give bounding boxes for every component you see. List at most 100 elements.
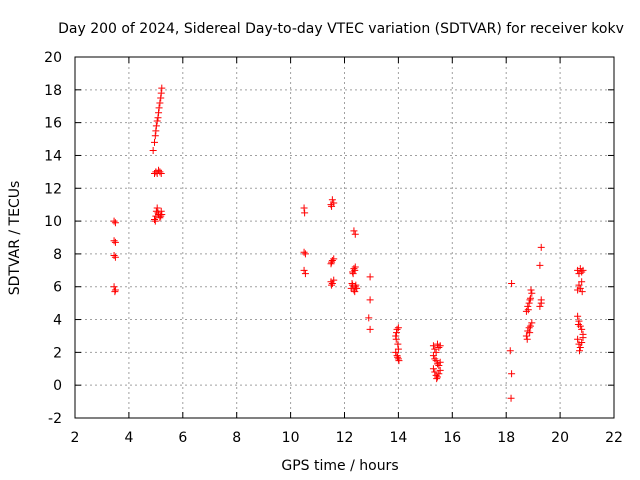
data-point-plus [351,263,359,271]
data-point-plus [351,288,359,296]
x-axis-label: GPS time / hours [281,458,398,474]
x-tick-label: 10 [282,430,300,446]
data-point-plus [366,296,374,304]
data-point-plus [429,342,437,350]
data-point-plus [526,296,534,304]
data-point-plus [301,209,309,217]
data-point-plus [526,329,534,337]
data-point-plus [579,266,587,274]
x-tick-label: 8 [232,430,241,446]
x-tick-label: 6 [178,430,187,446]
data-point-plus [393,329,401,337]
data-point-plus [301,270,309,278]
data-point-plus [156,214,164,222]
data-point-plus [157,212,165,220]
data-point-plus [527,286,535,294]
data-point-plus [151,215,159,223]
data-point-plus [152,127,160,135]
chart-title: Day 200 of 2024, Sidereal Day-to-day VTE… [58,21,624,37]
data-point-plus [508,279,516,287]
data-point-plus [435,361,443,369]
x-tick-label: 20 [551,430,569,446]
data-point-plus [528,289,536,297]
plot-area-frame [74,56,615,419]
data-point-plus [366,273,374,281]
data-point-plus [110,217,118,225]
data-point-plus [151,132,159,140]
data-point-plus [328,196,336,204]
data-point-plus [393,325,401,333]
data-point-plus [436,366,444,374]
data-point-plus [349,270,357,278]
data-point-plus [392,332,400,340]
x-tick-label: 22 [605,430,623,446]
data-point-plus [157,89,165,97]
data-point-plus [522,332,530,340]
data-point-plus [537,243,545,251]
data-point-plus [300,248,308,256]
y-tick-label: 20 [44,50,62,66]
data-point-plus [578,268,586,276]
data-point-plus [348,279,356,287]
data-point-plus [578,339,586,347]
data-point-plus [429,352,437,360]
x-tick-label: 2 [71,430,80,446]
data-point-plus [300,204,308,212]
y-tick-label: 0 [53,378,62,394]
data-point-plus [155,109,163,117]
data-point-plus [365,314,373,322]
data-point-plus [156,168,164,176]
data-point-plus [328,281,336,289]
data-point-plus [366,325,374,333]
data-point-plus [395,357,403,365]
data-point-plus [392,335,400,343]
data-point-plus [328,258,336,266]
data-point-plus [575,317,583,325]
data-point-plus [394,324,402,332]
data-point-plus [576,347,584,355]
data-point-plus [525,299,533,307]
y-tick-label: 4 [53,313,62,329]
data-point-plus [394,340,402,348]
data-point-plus [522,307,530,315]
y-axis-label: SDTVAR / TECUs [7,181,23,296]
data-point-plus [578,278,586,286]
data-point-plus [433,373,441,381]
data-point-plus [524,306,532,314]
data-point-plus [111,238,119,246]
data-point-plus [158,211,166,219]
data-point-plus [300,266,308,274]
data-point-plus [524,302,532,310]
data-point-plus [351,230,359,238]
data-point-plus [431,345,439,353]
data-point-plus [436,342,444,350]
data-point-plus [506,347,514,355]
data-points [110,84,587,402]
y-tick-label: -2 [48,411,62,427]
data-point-plus [328,202,336,210]
data-point-plus [152,122,160,130]
data-point-plus [155,104,163,112]
data-point-plus [151,217,159,225]
data-point-plus [111,253,119,261]
ticks: 2 4 6 8 10 12 14 16 18 20 22 -2 0 2 4 6 8 10 12 14 16 18 20 [44,50,623,446]
x-tick-label: 16 [443,430,461,446]
data-point-plus [576,343,584,351]
data-point-plus [435,343,443,351]
data-point-plus [110,237,118,245]
data-point-plus [574,335,582,343]
grid [75,57,614,418]
data-point-plus [111,288,119,296]
y-tick-label: 10 [44,214,62,230]
y-tick-label: 12 [44,181,62,197]
y-tick-label: 18 [44,83,62,99]
data-point-plus [394,355,402,363]
data-point-plus [523,335,531,343]
data-point-plus [110,252,118,260]
y-tick-label: 8 [53,247,62,263]
data-point-plus [350,265,358,273]
data-point-plus [153,204,161,212]
data-point-plus [157,207,165,215]
data-point-plus [579,334,587,342]
